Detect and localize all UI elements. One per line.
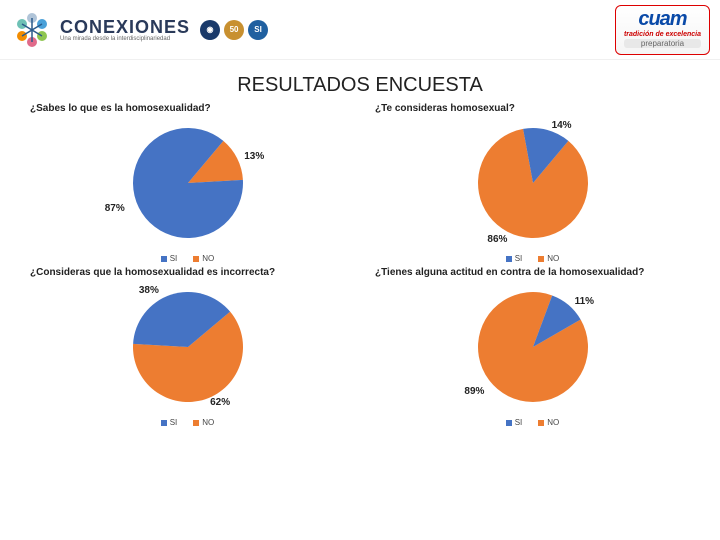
legend: SI NO — [506, 254, 560, 263]
legend-swatch-si — [506, 256, 512, 262]
pie-label-si: 14% — [552, 120, 572, 131]
chart-question: ¿Tienes alguna actitud en contra de la h… — [365, 267, 644, 278]
chart-panel: ¿Tienes alguna actitud en contra de la h… — [365, 267, 700, 427]
legend-item-no: NO — [538, 254, 559, 263]
legend-item-no: NO — [193, 254, 214, 263]
anniversary-badge-icon: 50 — [224, 20, 244, 40]
pie-label-si: 11% — [575, 296, 594, 307]
pie-label-si: 38% — [139, 285, 159, 296]
si-badge-icon: SI — [248, 20, 268, 40]
legend-item-si: SI — [506, 254, 523, 263]
legend-swatch-si — [161, 420, 167, 426]
legend-swatch-no — [193, 256, 199, 262]
chart-question: ¿Te consideras homosexual? — [365, 103, 515, 114]
conexiones-title: CONEXIONES — [60, 18, 190, 36]
legend-item-si: SI — [506, 418, 523, 427]
legend: SI NO — [161, 418, 215, 427]
pie-wrap: 89% 11% — [458, 282, 608, 412]
cuam-tagline: tradición de excelencia — [624, 31, 701, 38]
hex-icon — [10, 8, 54, 52]
legend-swatch-si — [506, 420, 512, 426]
pie-label-no: 62% — [210, 397, 230, 408]
legend-item-no: NO — [193, 418, 214, 427]
chart-panel: ¿Sabes lo que es la homosexualidad?13%87… — [20, 103, 355, 263]
pie-label-si: 87% — [105, 203, 125, 214]
cuam-level: preparatoria — [624, 39, 701, 48]
chart-question: ¿Consideras que la homosexualidad es inc… — [20, 267, 275, 278]
page-title: RESULTADOS ENCUESTA — [0, 74, 720, 97]
legend-item-si: SI — [161, 418, 178, 427]
pie-wrap: 86% 14% — [458, 118, 608, 248]
legend: SI NO — [506, 418, 560, 427]
chart-panel: ¿Te consideras homosexual? 86% 14% SI NO — [365, 103, 700, 263]
conexiones-subtitle: Una mirada desde la interdisciplinarieda… — [60, 36, 190, 42]
cuam-title: cuam — [624, 8, 701, 31]
pie-label-no: 86% — [487, 234, 507, 245]
legend-item-no: NO — [538, 418, 559, 427]
legend-swatch-no — [538, 256, 544, 262]
pie-wrap: 13%87% — [113, 118, 263, 248]
header-bar: CONEXIONES Una mirada desde la interdisc… — [0, 0, 720, 60]
pie-label-no: 13% — [244, 151, 264, 162]
partner-badges: ◉ 50 SI — [200, 20, 268, 40]
chart-question: ¿Sabes lo que es la homosexualidad? — [20, 103, 211, 114]
chart-panel: ¿Consideras que la homosexualidad es inc… — [20, 267, 355, 427]
legend-swatch-no — [538, 420, 544, 426]
pie-chart — [123, 118, 253, 248]
conexiones-logo: CONEXIONES Una mirada desde la interdisc… — [10, 8, 190, 52]
legend-item-si: SI — [161, 254, 178, 263]
legend-swatch-no — [193, 420, 199, 426]
unam-badge-icon: ◉ — [200, 20, 220, 40]
pie-chart — [123, 282, 253, 412]
pie-wrap: 62% 38% — [113, 282, 263, 412]
charts-grid: ¿Sabes lo que es la homosexualidad?13%87… — [0, 103, 720, 427]
pie-chart — [468, 118, 598, 248]
cuam-logo: cuam tradición de excelencia preparatori… — [615, 5, 710, 55]
legend: SI NO — [161, 254, 215, 263]
legend-swatch-si — [161, 256, 167, 262]
pie-label-no: 89% — [464, 386, 484, 397]
